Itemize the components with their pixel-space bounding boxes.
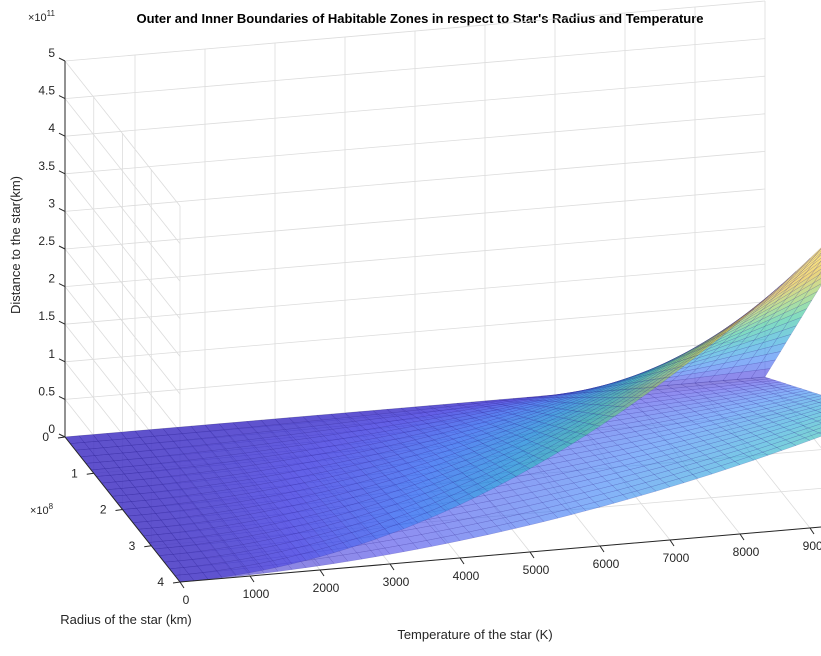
inner-boundary-surface-patch: [342, 552, 363, 562]
inner-boundary-surface-patch: [650, 482, 671, 492]
z-tick-label: 0: [48, 422, 55, 436]
tick-layer: 0 0.5 1 1.5 2 2.5 3 3.5 4 4.5 5 0 1 2 3 4 0 1000 2000 3000 4…: [38, 46, 821, 607]
z-tick-label: 5: [48, 46, 55, 60]
x-tick-label: 2000: [313, 581, 340, 595]
x-tick-label: 7000: [663, 551, 690, 565]
x-tick: [249, 575, 255, 583]
x-tick-label: 9000: [803, 539, 821, 553]
inner-boundary-surface-patch: [468, 528, 489, 538]
x-tick: [809, 527, 815, 535]
z-tick: [58, 95, 66, 100]
outer-boundary-surface-patch: [454, 493, 475, 505]
inner-boundary-surface-patch: [776, 442, 797, 451]
x-tick: [179, 581, 185, 589]
outer-boundary-surface-patch: [790, 258, 811, 277]
z-tick-label: 2.5: [38, 234, 55, 248]
chart-title: Outer and Inner Boundaries of Habitable …: [136, 11, 703, 26]
z-tick-label: 0.5: [38, 384, 55, 398]
outer-boundary-surface-patch: [342, 538, 363, 549]
z-tick: [58, 207, 66, 212]
x-tick: [459, 557, 465, 565]
surface-layer: [64, 247, 821, 583]
inner-boundary-surface-patch: [552, 509, 573, 519]
z-tick: [58, 358, 66, 363]
inner-boundary-surface-patch: [813, 398, 821, 403]
outer-boundary-surface-patch: [216, 568, 237, 578]
x-tick-label: 3000: [383, 575, 410, 589]
y-tick: [144, 545, 152, 548]
outer-boundary-surface-patch: [538, 450, 559, 461]
y-tick-label: 4: [157, 575, 164, 589]
outer-boundary-surface-patch: [524, 457, 545, 469]
inner-boundary-surface-patch: [608, 494, 629, 504]
outer-boundary-surface-patch: [398, 518, 419, 529]
outer-boundary-surface-patch: [482, 480, 503, 492]
z-tick: [58, 245, 66, 250]
inner-boundary-surface-patch: [454, 531, 475, 541]
outer-boundary-surface-patch: [244, 563, 265, 573]
x-tick: [389, 563, 395, 571]
outer-boundary-surface-patch: [813, 248, 821, 258]
z-tick-label: 3: [48, 196, 55, 210]
z-tick-label: 4: [48, 121, 55, 135]
outer-boundary-surface-patch: [818, 248, 821, 252]
y-tick-label: 1: [71, 466, 78, 480]
y-tick-label: 3: [129, 539, 136, 553]
outer-boundary-surface-patch: [692, 343, 713, 358]
z-tick-label: 3.5: [38, 159, 55, 173]
x-tick-label: 6000: [593, 557, 620, 571]
z-tick: [58, 283, 66, 288]
outer-boundary-surface-patch: [808, 278, 821, 291]
outer-boundary-surface-patch: [356, 533, 377, 545]
outer-boundary-surface-patch: [776, 271, 797, 289]
y-tick-label: 2: [100, 503, 107, 517]
outer-boundary-surface-patch: [258, 560, 279, 571]
z-axis-multiplier: ×1011: [28, 9, 56, 24]
y-tick: [172, 581, 181, 584]
z-tick: [58, 395, 66, 400]
z-axis-label: Distance to the star(km): [8, 176, 23, 314]
z-tick: [58, 433, 66, 438]
x-tick-label: 1000: [243, 587, 270, 601]
y-axis-multiplier: ×108: [30, 502, 54, 517]
x-tick: [319, 569, 325, 577]
z-tick: [58, 132, 66, 137]
y-tick: [115, 509, 123, 511]
x-tick: [669, 539, 675, 547]
outer-boundary-surface-patch: [300, 550, 321, 561]
y-tick-label: 0: [42, 430, 49, 444]
y-tick: [86, 472, 94, 475]
x-tick-label: 4000: [453, 569, 480, 583]
inner-boundary-surface-patch: [300, 559, 321, 568]
z-tick-label: 1.5: [38, 309, 55, 323]
outer-boundary-surface-patch: [806, 257, 821, 273]
y-tick: [57, 436, 66, 439]
y-axis-label: Radius of the star (km): [60, 612, 192, 627]
x-axis-label: Temperature of the star (K): [397, 627, 552, 642]
z-tick-label: 2: [48, 272, 55, 286]
x-tick-label: 8000: [733, 545, 760, 559]
outer-boundary-surface-patch: [286, 554, 307, 565]
z-tick: [58, 320, 66, 325]
x-tick-label: 5000: [523, 563, 550, 577]
z-tick-label: 4.5: [38, 84, 55, 98]
z-tick: [58, 170, 66, 175]
z-tick-label: 1: [48, 347, 55, 361]
inner-boundary-surface-patch: [678, 474, 699, 484]
inner-boundary-surface-patch: [314, 556, 335, 566]
z-tick: [58, 57, 66, 62]
inner-boundary-surface-patch: [566, 505, 587, 515]
x-tick-label: 0: [183, 593, 190, 607]
outer-boundary-surface-patch: [440, 500, 461, 512]
x-tick: [599, 545, 605, 553]
outer-boundary-surface-patch: [678, 355, 699, 368]
inner-boundary-surface-patch: [818, 431, 821, 435]
inner-boundary-surface-patch: [482, 525, 503, 535]
x-tick: [739, 533, 745, 541]
x-tick: [529, 551, 535, 559]
